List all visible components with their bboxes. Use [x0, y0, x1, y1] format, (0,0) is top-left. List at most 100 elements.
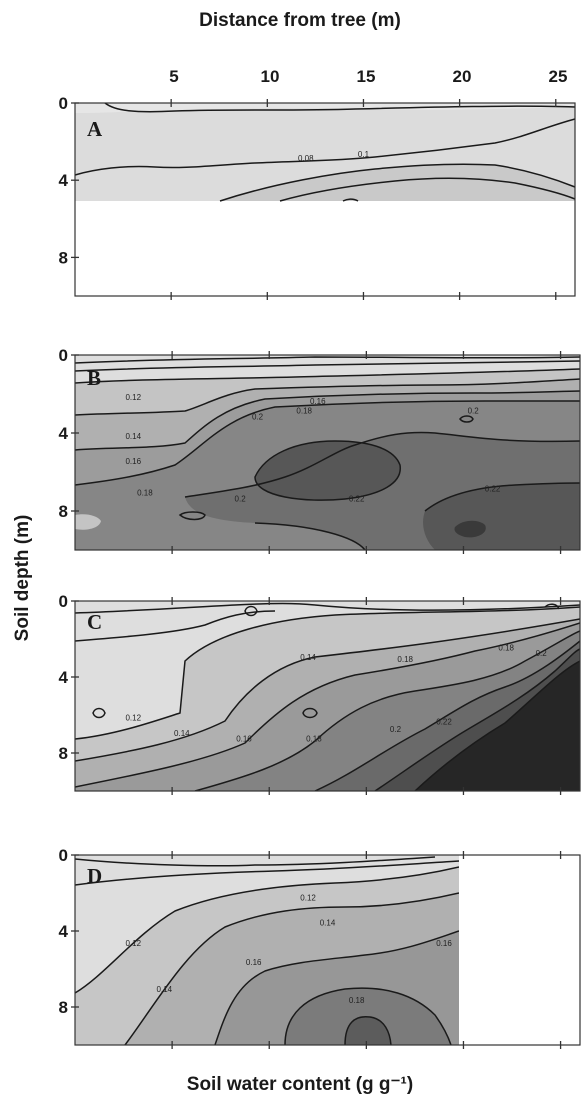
axis-ticks: 0 4 8 0 4 8 0 4 8 0 4 8 [59, 94, 562, 1049]
contour-label: 0.18 [296, 407, 312, 416]
panel-b-blob-high [454, 520, 486, 538]
panel-b-contour [459, 415, 474, 423]
panel-b-blob-low [75, 514, 101, 530]
panel-a-contours [74, 102, 576, 202]
panel-b-contour [75, 356, 580, 364]
contour-label: 0.18 [349, 996, 365, 1005]
y-tick-label: 4 [59, 171, 69, 190]
panel-a: 0.08 0.1 A [74, 102, 576, 297]
panel-c-contour [244, 605, 258, 617]
contour-label: 0.08 [298, 154, 314, 163]
x-axis-title: Distance from tree (m) [199, 10, 401, 31]
contour-label: 0.16 [236, 735, 252, 744]
panel-d-contour [124, 892, 459, 1045]
contour-label: 0.14 [174, 729, 190, 738]
panel-a-letter: A [87, 117, 103, 141]
panel-b: 0.120.140.160.180.160.180.20.20.2 0.220.2… [74, 354, 581, 551]
panel-a-frame [74, 102, 576, 297]
panel-d-contour [284, 987, 452, 1045]
panel-b-contour [424, 482, 580, 512]
panel-c-contour [302, 707, 318, 719]
panel-d-band-peak [345, 1016, 391, 1045]
panel-b-contours [75, 356, 580, 550]
panel-d-letter: D [87, 864, 102, 888]
contour-label: 0.22 [436, 718, 452, 727]
contour-label: 0.2 [390, 725, 402, 734]
y-tick-label: 0 [59, 592, 68, 611]
panel-d-contour [75, 866, 459, 994]
contour-label: 0.2 [252, 412, 264, 421]
panel-b-contour [178, 511, 206, 521]
contour-label: 0.14 [157, 985, 173, 994]
panel-d-contour-labels: 0.12 0.14 0.12 0.14 0.16 0.16 0.18 [125, 894, 452, 1006]
panel-a-contour [279, 177, 576, 202]
panel-a-contour [104, 102, 576, 113]
panel-d-fill [75, 855, 459, 1045]
panel-c-contour [75, 622, 580, 788]
contour-label: 0.2 [536, 649, 548, 658]
panel-c-contour [544, 603, 560, 610]
panel-c-contour [314, 640, 580, 791]
panel-b-band-0.22a [255, 441, 401, 501]
contour-label: 0.2 [235, 494, 247, 503]
panel-c-contour [92, 707, 106, 719]
panel-b-contour [184, 431, 580, 498]
y-tick-label: 4 [59, 922, 69, 941]
panel-b-contour [75, 390, 580, 451]
contour-label: 0.12 [125, 939, 141, 948]
panel-c: 0.12 0.14 0.14 0.16 0.18 0.18 0.18 0.2 0.2 0.22 C [74, 600, 581, 792]
y-tick-label: 8 [59, 248, 68, 267]
y-tick-label: 4 [59, 668, 69, 687]
contour-label: 0.16 [246, 958, 262, 967]
y-axis-title: Soil depth (m) [12, 515, 33, 642]
y-tick-label: 8 [59, 744, 68, 763]
contour-label: 0.1 [358, 150, 370, 159]
panel-c-contour [374, 648, 580, 791]
contour-label: 0.14 [320, 918, 336, 927]
panel-c-letter: C [87, 610, 102, 634]
panel-b-contour [75, 360, 580, 372]
panel-d-contour [75, 856, 436, 867]
panel-b-contour [75, 378, 580, 416]
y-tick-label: 0 [59, 94, 68, 113]
panel-b-contour [254, 440, 401, 501]
panel-d-contour [214, 930, 459, 1045]
panel-b-contour [254, 522, 366, 550]
contour-label: 0.14 [125, 432, 141, 441]
panel-c-contour-labels: 0.12 0.14 0.14 0.16 0.18 0.18 0.18 0.2 0.2 0.22 [125, 643, 547, 743]
contour-label: 0.18 [306, 735, 322, 744]
panel-a-contour [342, 198, 359, 202]
panel-a-band-top [75, 103, 575, 113]
panel-c-contour [75, 618, 580, 762]
contour-label: 0.14 [300, 653, 316, 662]
panel-b-letter: B [87, 366, 101, 390]
contour-label: 0.12 [125, 393, 141, 402]
panel-b-contour [75, 368, 580, 384]
panel-c-contour [194, 630, 580, 791]
panel-b-fill [75, 355, 580, 550]
panel-c-contour [414, 660, 580, 791]
contour-label: 0.16 [310, 397, 326, 406]
panel-a-contour [74, 118, 576, 176]
contour-label: 0.16 [436, 939, 452, 948]
panel-c-contour [314, 604, 580, 612]
panel-c-contour [75, 602, 316, 614]
y-tick-label: 0 [59, 846, 68, 865]
x-tick-label: 25 [549, 67, 568, 86]
panel-a-fill [75, 103, 575, 201]
contour-label: 0.18 [397, 655, 413, 664]
y-tick-label: 8 [59, 998, 68, 1017]
y-tick-label: 4 [59, 424, 69, 443]
contour-label: 0.22 [485, 485, 501, 494]
x-tick-labels: 5 10 15 20 25 [169, 67, 567, 86]
contour-label: 0.22 [349, 494, 365, 503]
contour-label: 0.2 [468, 407, 480, 416]
panel-b-frame [74, 354, 581, 551]
contour-label: 0.16 [125, 457, 141, 466]
panel-c-fill [75, 601, 580, 791]
panel-c-frame [74, 600, 581, 792]
y-tick-label: 8 [59, 502, 68, 521]
colorbar-title: Soil water content (g g⁻¹) [187, 1074, 413, 1095]
contour-label: 0.18 [498, 643, 514, 652]
